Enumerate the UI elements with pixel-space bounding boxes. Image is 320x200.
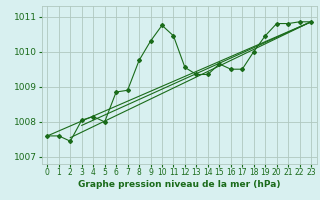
- X-axis label: Graphe pression niveau de la mer (hPa): Graphe pression niveau de la mer (hPa): [78, 180, 280, 189]
